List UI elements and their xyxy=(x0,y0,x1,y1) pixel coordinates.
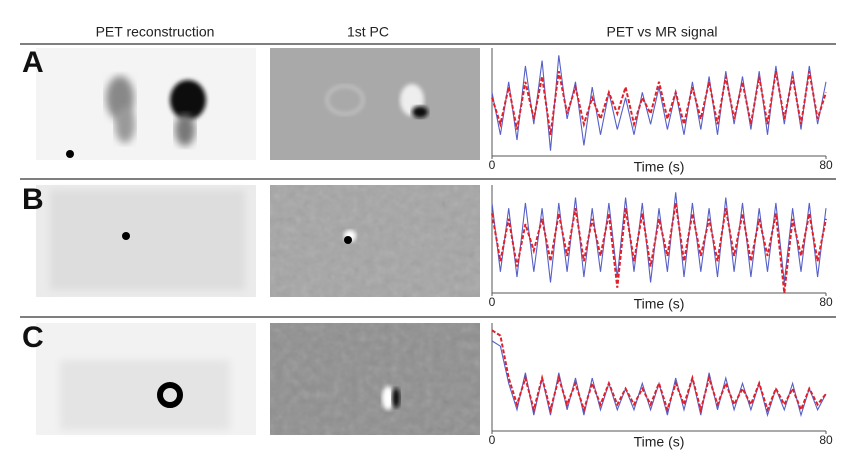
signal-line xyxy=(491,202,827,294)
x-tick-label: 0 xyxy=(489,433,496,447)
pet-image xyxy=(36,48,256,160)
x-tick-label: 80 xyxy=(819,295,833,309)
panel-label: B xyxy=(22,183,44,216)
x-axis-label: Time (s) xyxy=(634,434,685,450)
panel-label: A xyxy=(22,46,44,79)
x-tick-label: 0 xyxy=(489,295,496,309)
panel-label: C xyxy=(22,321,44,354)
pc-image xyxy=(270,185,480,297)
column-header: PET reconstruction xyxy=(96,24,215,40)
column-header: PET vs MR signal xyxy=(607,24,718,40)
signal-line xyxy=(491,192,827,283)
pet-image xyxy=(36,323,256,435)
signal-line xyxy=(491,55,827,151)
x-tick-label: 0 xyxy=(489,158,496,172)
x-axis-label: Time (s) xyxy=(634,296,685,312)
x-tick-label: 80 xyxy=(819,158,833,172)
signal-line xyxy=(491,71,827,135)
pet-image xyxy=(36,185,256,297)
column-header: 1st PC xyxy=(347,24,389,40)
signal-line xyxy=(491,329,827,414)
pc-image xyxy=(270,48,480,160)
pc-image xyxy=(270,323,480,435)
x-tick-label: 80 xyxy=(819,433,833,447)
x-axis-label: Time (s) xyxy=(634,159,685,175)
